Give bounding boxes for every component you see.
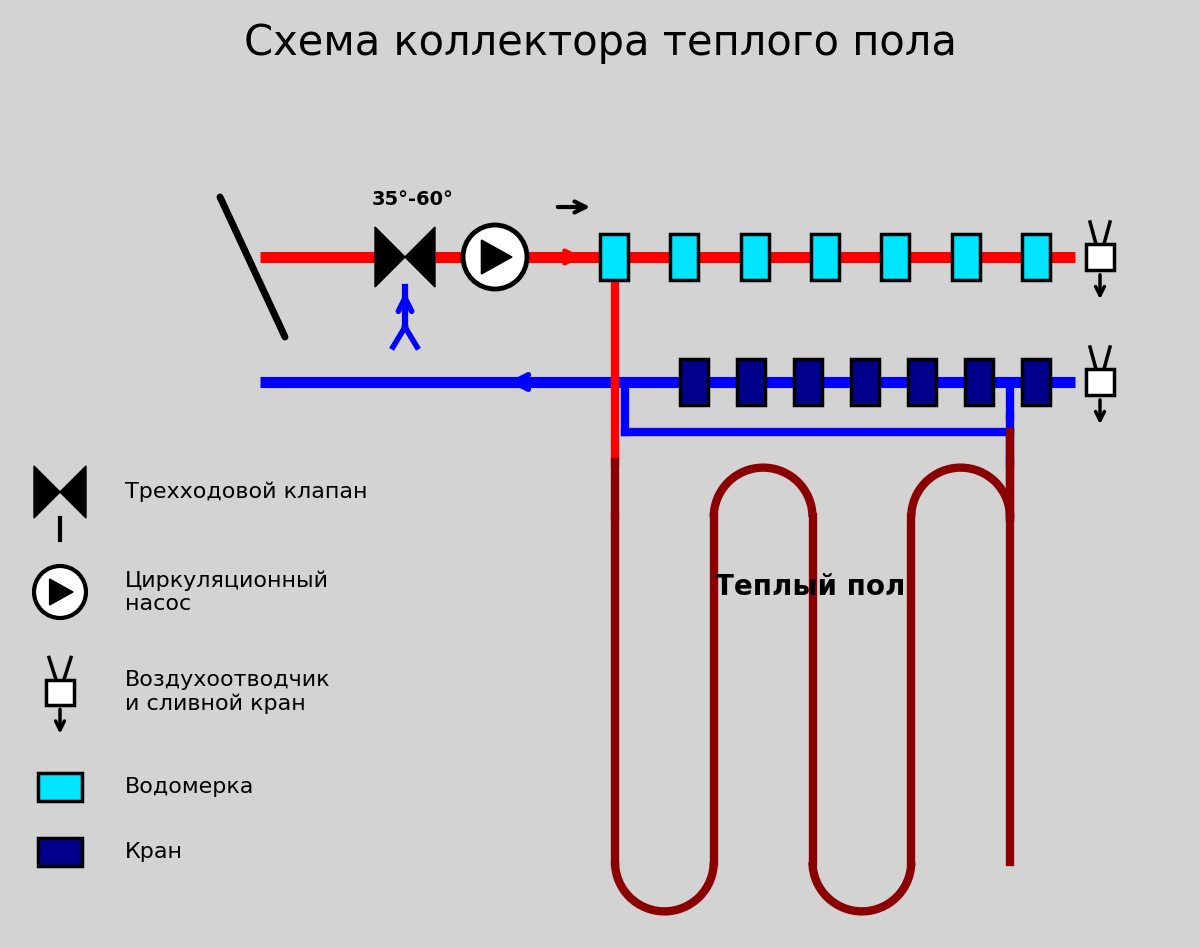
Polygon shape [374, 227, 406, 287]
Text: Циркуляционный
насос: Циркуляционный насос [125, 570, 329, 614]
Bar [908, 359, 936, 405]
Text: Трехходовой клапан: Трехходовой клапан [125, 482, 367, 502]
Text: Кран: Кран [125, 842, 182, 862]
Text: Водомерка: Водомерка [125, 777, 254, 797]
Bar [671, 234, 698, 280]
Bar [46, 680, 74, 705]
Polygon shape [60, 466, 86, 518]
Polygon shape [49, 579, 73, 605]
Polygon shape [406, 227, 434, 287]
Text: 35°-60°: 35°-60° [372, 190, 454, 209]
Bar [1022, 359, 1050, 405]
Text: Схема коллектора теплого пола: Схема коллектора теплого пола [244, 22, 956, 64]
Bar [737, 359, 766, 405]
Bar [600, 234, 628, 280]
Bar [811, 234, 839, 280]
Polygon shape [34, 466, 60, 518]
Bar [38, 838, 82, 866]
Bar [1086, 369, 1114, 395]
Circle shape [34, 566, 86, 618]
Bar [881, 234, 910, 280]
Bar [1086, 244, 1114, 270]
Text: Теплый пол: Теплый пол [715, 573, 905, 601]
Bar [740, 234, 769, 280]
Bar [794, 359, 822, 405]
Text: Воздухоотводчик
и сливной кран: Воздухоотводчик и сливной кран [125, 670, 330, 714]
Circle shape [463, 225, 527, 289]
Polygon shape [481, 240, 512, 274]
Bar [851, 359, 878, 405]
Bar [1022, 234, 1050, 280]
Bar [680, 359, 708, 405]
Bar [952, 234, 979, 280]
Bar [965, 359, 994, 405]
Bar [38, 773, 82, 801]
